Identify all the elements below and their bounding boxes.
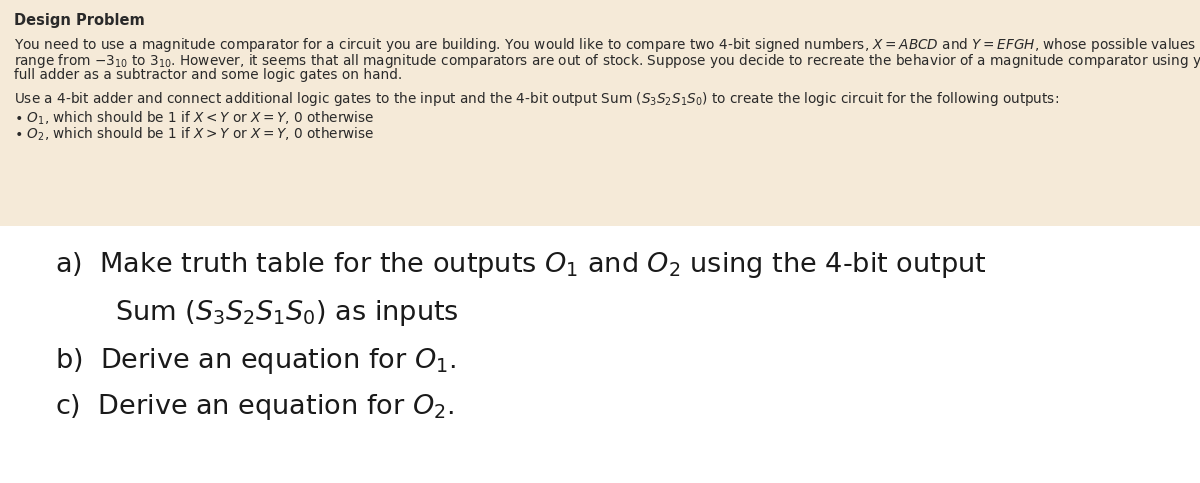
Text: $\bullet$ $O_2$, which should be 1 if $X > Y$ or $X = Y$, 0 otherwise: $\bullet$ $O_2$, which should be 1 if $X… (14, 126, 374, 143)
FancyBboxPatch shape (0, 0, 1200, 226)
Text: Sum ($\mathit{S_3S_2S_1S_0}$) as inputs: Sum ($\mathit{S_3S_2S_1S_0}$) as inputs (55, 298, 458, 328)
Text: range from $-3_{10}$ to $3_{10}$. However, it seems that all magnitude comparato: range from $-3_{10}$ to $3_{10}$. Howeve… (14, 52, 1200, 70)
Text: a)  Make truth table for the outputs $\mathit{O_1}$ and $\mathit{O_2}$ using the: a) Make truth table for the outputs $\ma… (55, 250, 986, 280)
Text: You need to use a magnitude comparator for a circuit you are building. You would: You need to use a magnitude comparator f… (14, 36, 1196, 54)
Text: Design Problem: Design Problem (14, 13, 145, 28)
Text: c)  Derive an equation for $\mathit{O_2}$.: c) Derive an equation for $\mathit{O_2}$… (55, 392, 454, 422)
Text: $\bullet$ $O_1$, which should be 1 if $X < Y$ or $X = Y$, 0 otherwise: $\bullet$ $O_1$, which should be 1 if $X… (14, 110, 374, 128)
Text: b)  Derive an equation for $\mathit{O_1}$.: b) Derive an equation for $\mathit{O_1}$… (55, 346, 456, 376)
Text: Use a 4-bit adder and connect additional logic gates to the input and the 4-bit : Use a 4-bit adder and connect additional… (14, 90, 1060, 108)
Text: full adder as a subtractor and some logic gates on hand.: full adder as a subtractor and some logi… (14, 68, 402, 82)
